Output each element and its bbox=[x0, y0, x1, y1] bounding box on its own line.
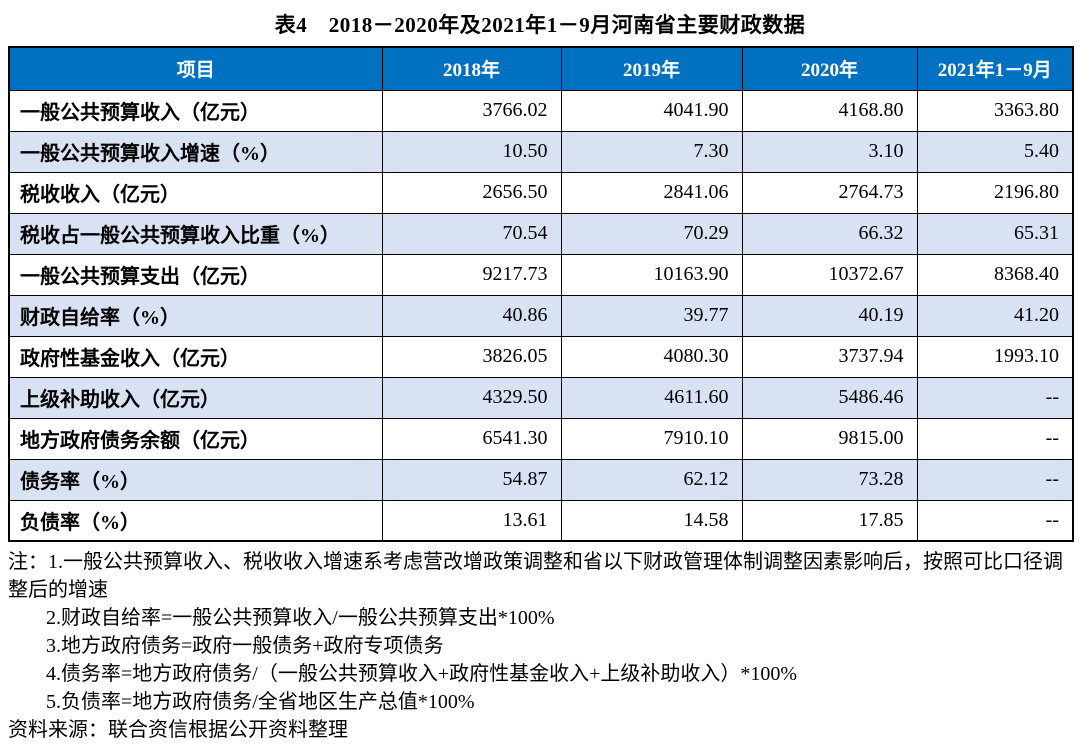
cell-value: 10372.67 bbox=[741, 253, 918, 296]
table-row: 一般公共预算收入增速（%） 10.50 7.30 3.10 5.40 bbox=[8, 130, 1074, 173]
cell-value: 40.86 bbox=[381, 294, 562, 337]
cell-value: 4041.90 bbox=[560, 89, 743, 132]
cell-value: 17.85 bbox=[741, 499, 918, 542]
cell-value: -- bbox=[916, 417, 1074, 460]
column-header-2021-9m: 2021年1－9月 bbox=[916, 46, 1074, 91]
fiscal-data-table: 项目 2018年 2019年 2020年 2021年1－9月 一般公共预算收入（… bbox=[8, 46, 1074, 542]
table-row: 债务率（%） 54.87 62.12 73.28 -- bbox=[8, 458, 1074, 501]
cell-value: 73.28 bbox=[741, 458, 918, 501]
cell-value: 13.61 bbox=[381, 499, 562, 542]
table-row: 税收占一般公共预算收入比重（%） 70.54 70.29 66.32 65.31 bbox=[8, 212, 1074, 255]
table-row: 一般公共预算收入（亿元） 3766.02 4041.90 4168.80 336… bbox=[8, 89, 1074, 132]
cell-value: 3766.02 bbox=[381, 89, 562, 132]
cell-value: 2196.80 bbox=[916, 171, 1074, 214]
column-header-item: 项目 bbox=[8, 46, 383, 91]
cell-value: 70.29 bbox=[560, 212, 743, 255]
cell-value: 4329.50 bbox=[381, 376, 562, 419]
cell-value: -- bbox=[916, 499, 1074, 542]
table-row: 政府性基金收入（亿元） 3826.05 4080.30 3737.94 1993… bbox=[8, 335, 1074, 378]
table-header: 项目 2018年 2019年 2020年 2021年1－9月 bbox=[8, 46, 1074, 91]
cell-value: 3363.80 bbox=[916, 89, 1074, 132]
cell-value: 5.40 bbox=[916, 130, 1074, 173]
cell-value: 40.19 bbox=[741, 294, 918, 337]
row-label: 负债率（%） bbox=[8, 499, 383, 542]
cell-value: 9217.73 bbox=[381, 253, 562, 296]
cell-value: -- bbox=[916, 458, 1074, 501]
note-line: 3.地方政府债务=政府一般债务+政府专项债务 bbox=[46, 635, 444, 657]
note-line: 注：1.一般公共预算收入、税收收入增速系考虑营改增政策调整和省以下财政管理体制调… bbox=[8, 551, 1063, 601]
cell-value: 10163.90 bbox=[560, 253, 743, 296]
cell-value: 14.58 bbox=[560, 499, 743, 542]
table-body: 一般公共预算收入（亿元） 3766.02 4041.90 4168.80 336… bbox=[8, 89, 1074, 542]
table-row: 负债率（%） 13.61 14.58 17.85 -- bbox=[8, 499, 1074, 542]
cell-value: 2764.73 bbox=[741, 171, 918, 214]
row-label: 一般公共预算收入（亿元） bbox=[8, 89, 383, 132]
row-label: 税收收入（亿元） bbox=[8, 171, 383, 214]
row-label: 地方政府债务余额（亿元） bbox=[8, 417, 383, 460]
cell-value: 6541.30 bbox=[381, 417, 562, 460]
cell-value: 66.32 bbox=[741, 212, 918, 255]
cell-value: 2841.06 bbox=[560, 171, 743, 214]
cell-value: 9815.00 bbox=[741, 417, 918, 460]
cell-value: 39.77 bbox=[560, 294, 743, 337]
table-row: 财政自给率（%） 40.86 39.77 40.19 41.20 bbox=[8, 294, 1074, 337]
row-label: 上级补助收入（亿元） bbox=[8, 376, 383, 419]
cell-value: 5486.46 bbox=[741, 376, 918, 419]
cell-value: 4080.30 bbox=[560, 335, 743, 378]
table-notes: 注：1.一般公共预算收入、税收收入增速系考虑营改增政策调整和省以下财政管理体制调… bbox=[8, 548, 1072, 716]
row-label: 税收占一般公共预算收入比重（%） bbox=[8, 212, 383, 255]
table-row: 上级补助收入（亿元） 4329.50 4611.60 5486.46 -- bbox=[8, 376, 1074, 419]
cell-value: 1993.10 bbox=[916, 335, 1074, 378]
cell-value: 70.54 bbox=[381, 212, 562, 255]
table-row: 地方政府债务余额（亿元） 6541.30 7910.10 9815.00 -- bbox=[8, 417, 1074, 460]
data-source: 资料来源：联合资信根据公开资料整理 bbox=[8, 719, 348, 741]
cell-value: 62.12 bbox=[560, 458, 743, 501]
cell-value: 10.50 bbox=[381, 130, 562, 173]
cell-value: 8368.40 bbox=[916, 253, 1074, 296]
row-label: 一般公共预算支出（亿元） bbox=[8, 253, 383, 296]
row-label: 财政自给率（%） bbox=[8, 294, 383, 337]
note-line: 5.负债率=地方政府债务/全省地区生产总值*100% bbox=[46, 691, 475, 713]
header-row: 项目 2018年 2019年 2020年 2021年1－9月 bbox=[8, 46, 1074, 91]
cell-value: 4168.80 bbox=[741, 89, 918, 132]
table-row: 税收收入（亿元） 2656.50 2841.06 2764.73 2196.80 bbox=[8, 171, 1074, 214]
cell-value: 7.30 bbox=[560, 130, 743, 173]
cell-value: 54.87 bbox=[381, 458, 562, 501]
column-header-2018: 2018年 bbox=[381, 46, 562, 91]
cell-value: -- bbox=[916, 376, 1074, 419]
cell-value: 3737.94 bbox=[741, 335, 918, 378]
table-row: 一般公共预算支出（亿元） 9217.73 10163.90 10372.67 8… bbox=[8, 253, 1074, 296]
column-header-2019: 2019年 bbox=[560, 46, 743, 91]
cell-value: 65.31 bbox=[916, 212, 1074, 255]
row-label: 一般公共预算收入增速（%） bbox=[8, 130, 383, 173]
cell-value: 4611.60 bbox=[560, 376, 743, 419]
cell-value: 2656.50 bbox=[381, 171, 562, 214]
cell-value: 41.20 bbox=[916, 294, 1074, 337]
note-line: 4.债务率=地方政府债务/（一般公共预算收入+政府性基金收入+上级补助收入）*1… bbox=[46, 663, 798, 685]
cell-value: 3826.05 bbox=[381, 335, 562, 378]
cell-value: 3.10 bbox=[741, 130, 918, 173]
note-line: 2.财政自给率=一般公共预算收入/一般公共预算支出*100% bbox=[46, 607, 555, 629]
column-header-2020: 2020年 bbox=[741, 46, 918, 91]
row-label: 政府性基金收入（亿元） bbox=[8, 335, 383, 378]
row-label: 债务率（%） bbox=[8, 458, 383, 501]
table-title: 表4 2018－2020年及2021年1－9月河南省主要财政数据 bbox=[274, 13, 806, 37]
cell-value: 7910.10 bbox=[560, 417, 743, 460]
